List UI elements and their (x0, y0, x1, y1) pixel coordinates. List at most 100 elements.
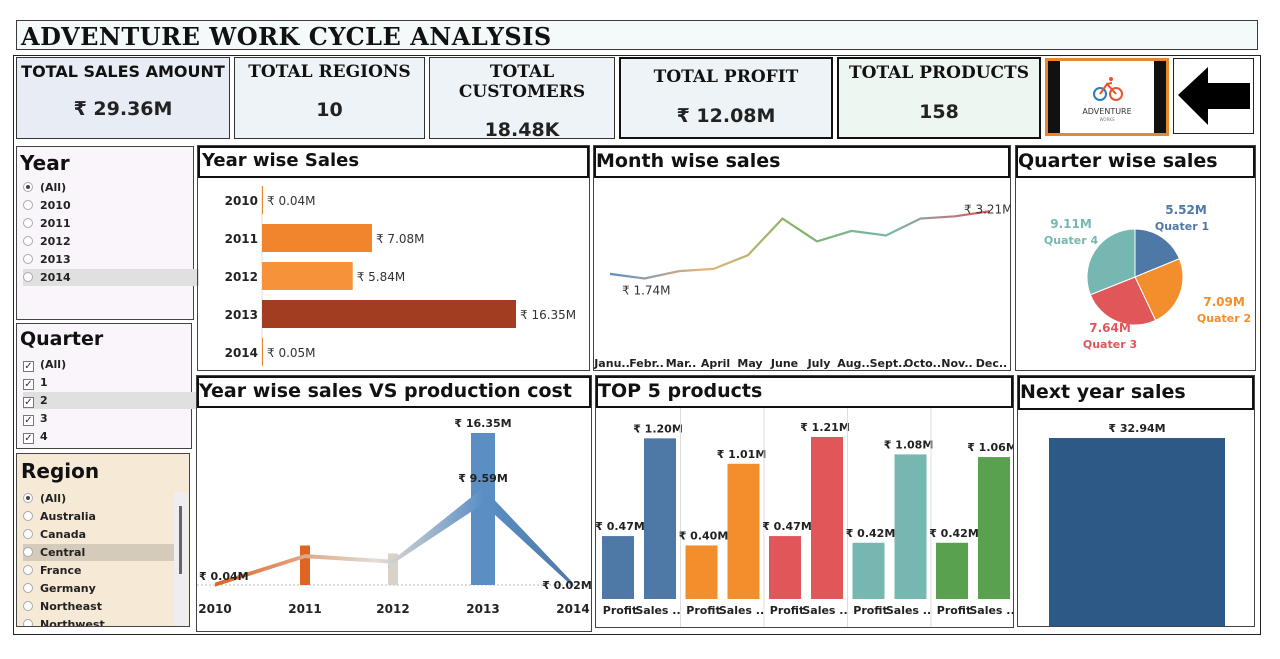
kpi-total-products: TOTAL PRODUCTS 158 (837, 57, 1041, 139)
filter-item-label: Central (40, 546, 86, 559)
filter-item-label: 2013 (40, 253, 71, 266)
month-sales-chart: Janu.. Febr.. Mar.. April May June July Aug.. Se… (594, 202, 1010, 370)
region-filter-item[interactable]: Northwest (23, 616, 177, 627)
radio-icon[interactable] (23, 182, 33, 192)
checkbox-icon[interactable]: ✓ (23, 361, 34, 372)
quarter-filter: Quarter ✓ (All) ✓ 1 ✓ 2 ✓ 3 ✓ 4 (16, 323, 197, 449)
month-point (850, 230, 852, 232)
top5-title: TOP 5 products (598, 380, 763, 402)
year-filter-item[interactable]: 2012 (23, 233, 199, 250)
checkbox-icon[interactable]: ✓ (23, 433, 34, 444)
region-filter-item[interactable]: Canada (23, 526, 177, 543)
region-filter-item[interactable]: Germany (23, 580, 177, 597)
year-filter-item[interactable]: 2011 (23, 215, 199, 232)
quarter-filter-item[interactable]: ✓ 2 (23, 392, 197, 409)
radio-icon[interactable] (23, 601, 33, 611)
month-point (781, 217, 783, 219)
radio-icon[interactable] (23, 272, 33, 282)
month-point (954, 215, 956, 217)
logo: ADVENTURE WORKS (1045, 58, 1169, 136)
month-point (747, 254, 749, 256)
radio-icon[interactable] (23, 218, 33, 228)
month-tick-label: July (807, 357, 831, 370)
svc-tick-label: 2010 (198, 602, 231, 616)
pie-value-label: 9.11M (1050, 217, 1092, 231)
filter-item-label: Northwest (40, 618, 105, 627)
region-filter-item[interactable]: France (23, 562, 177, 579)
region-filter-item[interactable]: Central (23, 544, 177, 561)
month-sales-title: Month wise sales (596, 150, 781, 172)
month-tick-label: Sept.. (870, 357, 907, 370)
region-scrollbar[interactable] (174, 492, 188, 626)
month-tick-label: Febr.. (629, 357, 664, 370)
quarter-filter-item[interactable]: ✓ (All) (23, 356, 197, 373)
region-filter-item[interactable]: Northeast (23, 598, 177, 615)
back-button[interactable] (1173, 58, 1254, 134)
next-year-panel: Next year sales ₹ 32.94M (1017, 375, 1255, 627)
radio-icon[interactable] (23, 529, 33, 539)
year-bar (262, 186, 263, 214)
radio-icon[interactable] (23, 547, 33, 557)
kpi-total-sales: TOTAL SALES AMOUNT ₹ 29.36M (16, 57, 230, 139)
profit-bar (769, 536, 801, 599)
quarter-filter-item[interactable]: ✓ 3 (23, 410, 197, 427)
top5-tick-label: Sales .. (969, 604, 1013, 617)
profit-bar (852, 542, 885, 599)
pie-name-label: Quater 4 (1044, 234, 1099, 247)
region-filter-item[interactable]: (All) (23, 490, 177, 507)
kpi-value: 10 (316, 99, 343, 121)
filter-item-label: 2012 (40, 235, 71, 248)
filter-item-label: Canada (40, 528, 87, 541)
radio-icon[interactable] (23, 493, 33, 503)
filter-item-label: 2014 (40, 271, 71, 284)
year-sales-title: Year wise Sales (202, 150, 360, 171)
radio-icon[interactable] (23, 511, 33, 521)
radio-icon[interactable] (23, 236, 33, 246)
sales-vs-cost-chart: 2010 2011 2012 2013 2014 ₹ 0.04M ₹ 16.35M ₹ 9.5… (197, 417, 591, 616)
sales-bar (644, 438, 676, 599)
profit-label: ₹ 0.42M (846, 527, 896, 540)
pie-slice (1134, 228, 1181, 278)
kpi-label: TOTAL PROFIT (653, 67, 799, 87)
svc-label: ₹ 0.04M (199, 570, 249, 583)
radio-icon[interactable] (23, 583, 33, 593)
region-filter-item[interactable]: Australia (23, 508, 177, 525)
quarter-sales-title: Quarter wise sales (1018, 150, 1218, 172)
month-tick-label: Nov.. (941, 357, 972, 370)
radio-icon[interactable] (23, 254, 33, 264)
next-year-chart: ₹ 32.94M (1049, 422, 1225, 626)
year-filter-item[interactable]: 2010 (23, 197, 199, 214)
radio-icon[interactable] (23, 619, 33, 626)
title-bar: ADVENTURE WORK CYCLE ANALYSIS (16, 20, 1258, 51)
month-max-label: ₹ 3.21M (964, 202, 1010, 216)
kpi-label: TOTAL SALES AMOUNT (21, 62, 225, 81)
pie-value-label: 7.09M (1203, 295, 1245, 309)
next-year-title: Next year sales (1020, 381, 1186, 403)
kpi-label: TOTAL REGIONS (248, 62, 411, 82)
radio-icon[interactable] (23, 200, 33, 210)
year-filter: Year (All) 2010 2011 2012 2013 2014 (16, 146, 199, 320)
year-filter-item[interactable]: 2013 (23, 251, 199, 268)
sales-label: ₹ 1.06M (967, 441, 1013, 454)
svc-label: ₹ 9.59M (458, 472, 508, 485)
month-tick-label: June (770, 357, 798, 370)
checkbox-icon[interactable]: ✓ (23, 379, 34, 390)
month-sales-panel: Month wise sales Janu.. Febr.. Mar.. April M… (593, 145, 1011, 371)
sales-label: ₹ 1.08M (884, 438, 934, 451)
kpi-label: TOTAL PRODUCTS (849, 63, 1029, 83)
profit-bar (685, 545, 718, 599)
checkbox-icon[interactable]: ✓ (23, 397, 34, 408)
quarter-sales-chart: 5.52M Quater 1 7.09M Quater 2 7.64M Quater 3 9… (1044, 203, 1251, 351)
quarter-filter-title: Quarter (20, 328, 104, 350)
filter-item-label: 2 (40, 394, 48, 407)
profit-label: ₹ 0.47M (596, 520, 645, 533)
filter-item-label: 2010 (40, 199, 71, 212)
quarter-filter-item[interactable]: ✓ 1 (23, 374, 197, 391)
kpi-total-customers: TOTAL CUSTOMERS 18.48K (429, 57, 615, 141)
quarter-filter-item[interactable]: ✓ 4 (23, 428, 197, 445)
year-filter-item[interactable]: (All) (23, 179, 199, 196)
checkbox-icon[interactable]: ✓ (23, 415, 34, 426)
radio-icon[interactable] (23, 565, 33, 575)
year-filter-item[interactable]: 2014 (23, 269, 199, 286)
